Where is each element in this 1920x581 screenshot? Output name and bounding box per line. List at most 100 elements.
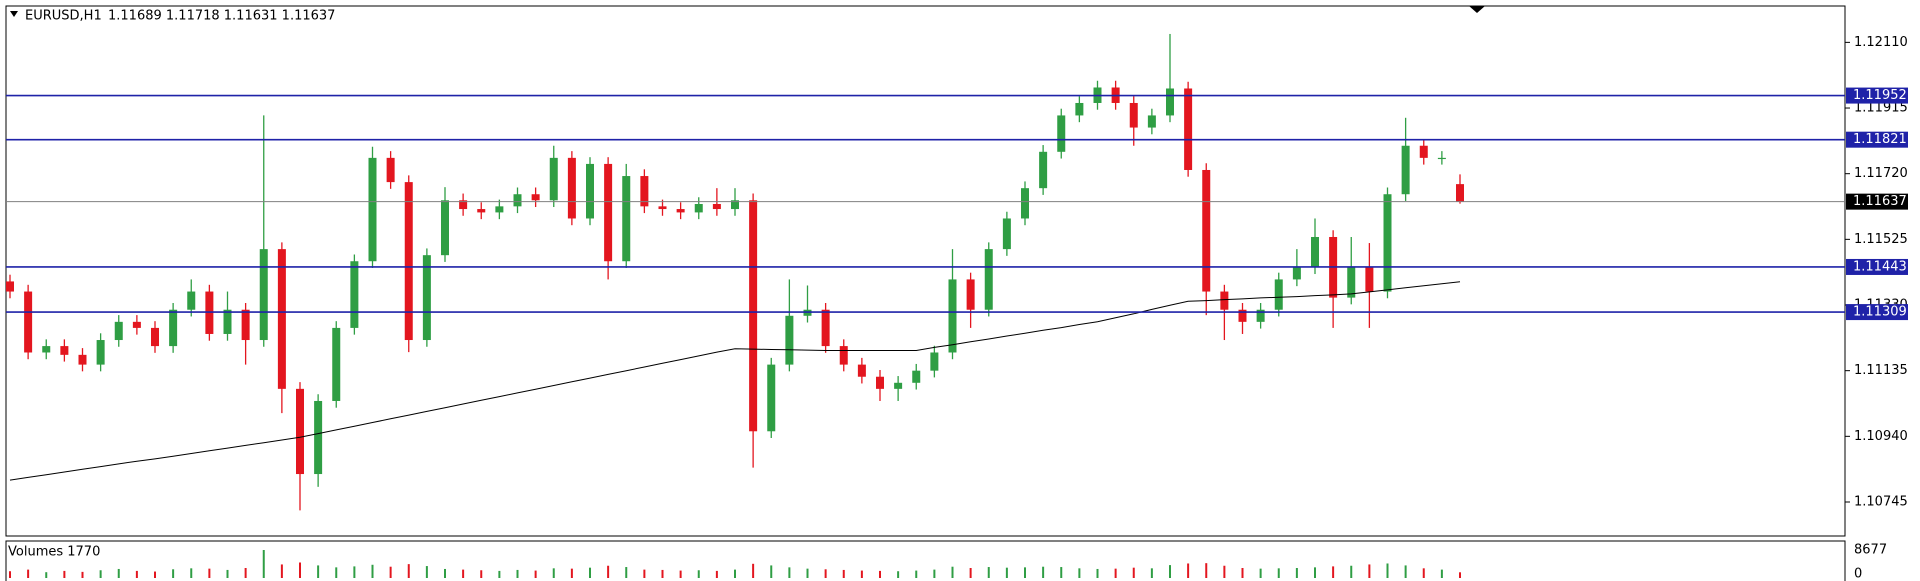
candle-body [60, 346, 69, 355]
candle-body [296, 388, 304, 475]
candle-body [930, 352, 939, 371]
candle-body [857, 364, 866, 377]
candle-body [187, 291, 196, 310]
candle-body [894, 382, 903, 389]
candle-body [676, 209, 685, 213]
candle-body [1238, 309, 1247, 322]
candle-body [477, 209, 486, 213]
candle-body [1147, 115, 1156, 128]
candle-body [241, 309, 250, 341]
candle-body [24, 291, 33, 353]
candle-body [404, 182, 413, 341]
candle-body [1456, 184, 1464, 202]
candle-body [1292, 267, 1301, 280]
level-tag [1846, 258, 1908, 275]
candle-body [586, 163, 594, 219]
moving-average [9, 281, 1461, 481]
candle-body [1347, 267, 1356, 298]
candle-body [876, 376, 884, 389]
candle-body [368, 157, 377, 262]
candle-body [1166, 88, 1174, 116]
volume-panel [5, 540, 1846, 581]
menu-triangle[interactable] [10, 11, 18, 17]
y-tick-label: 1.10745 [1854, 494, 1908, 509]
candle-body [1365, 267, 1374, 292]
candle-body [6, 281, 14, 292]
candle-body [1220, 291, 1229, 310]
candle-body [1184, 88, 1193, 170]
candle-body [96, 340, 105, 365]
candle-body [277, 249, 286, 389]
y-tick-label: 1.11915 [1854, 101, 1908, 116]
candle-body [966, 279, 975, 310]
level-label: 1.11309 [1853, 305, 1907, 320]
candle-body [839, 346, 848, 365]
candle-body [223, 309, 232, 334]
candle-body [1129, 102, 1138, 128]
y-tick-label: 1.11135 [1854, 363, 1908, 378]
candle-body [1202, 169, 1211, 292]
last-price-tag [1846, 193, 1908, 210]
level-tag [1846, 304, 1908, 321]
volume-tick-label: 8677 [1854, 543, 1887, 558]
candle-body [513, 194, 522, 207]
last-price-label: 1.11637 [1853, 194, 1907, 209]
level-tag [1846, 131, 1908, 148]
candle-body [495, 206, 504, 213]
candle-body [1075, 102, 1084, 116]
candle-body [42, 346, 51, 353]
candle-body [459, 200, 468, 210]
candle-body [314, 400, 323, 475]
candle-body [78, 354, 87, 365]
candle-body [785, 315, 794, 365]
price-panel [5, 5, 1846, 537]
volume-label: Volumes 1770 [8, 545, 100, 560]
symbol-label: EURUSD,H1 [25, 9, 102, 24]
candle-body [1274, 279, 1283, 310]
candle-body [658, 206, 667, 210]
candle-body [151, 327, 159, 347]
candle-body [1401, 145, 1410, 195]
candle-body [622, 176, 631, 262]
candle-body [767, 364, 776, 432]
candle-body [1311, 236, 1319, 268]
candle-body [912, 370, 921, 383]
candle-body [984, 249, 993, 310]
candle-body [1256, 309, 1265, 322]
level-label: 1.11952 [1853, 88, 1907, 103]
y-tick-label: 1.11720 [1854, 166, 1908, 181]
candle-body [821, 309, 830, 347]
candle-body [332, 327, 341, 401]
candle-body [1437, 157, 1446, 160]
candle-body [549, 157, 558, 201]
candle-body [712, 203, 721, 210]
candle-body [114, 321, 123, 341]
candle-body [169, 309, 178, 347]
candle-body [1057, 115, 1066, 152]
y-tick-label: 1.11525 [1854, 232, 1908, 247]
candle-body [749, 200, 758, 432]
candle-body [386, 157, 395, 183]
candle-body [1021, 188, 1029, 219]
candle-body [731, 200, 739, 210]
candle-body [1419, 145, 1428, 158]
candle-body [422, 255, 431, 341]
level-label: 1.11821 [1853, 132, 1907, 147]
ohlc-label: 1.11689 1.11718 1.11631 1.11637 [108, 9, 335, 24]
shift-marker [1469, 6, 1485, 13]
candle-body [259, 249, 268, 341]
candle-body [948, 279, 957, 353]
candle-body [531, 194, 540, 201]
candle-body [694, 203, 703, 213]
y-tick-label: 1.10940 [1854, 429, 1908, 444]
level-tag [1846, 87, 1908, 104]
candle-body [441, 200, 449, 256]
candle-body [1039, 151, 1048, 189]
y-tick-label: 1.12110 [1854, 35, 1908, 50]
candle-body [132, 321, 141, 328]
volume-tick-label: 0 [1854, 567, 1862, 581]
candle-body [640, 176, 649, 207]
level-label: 1.11443 [1853, 259, 1907, 274]
